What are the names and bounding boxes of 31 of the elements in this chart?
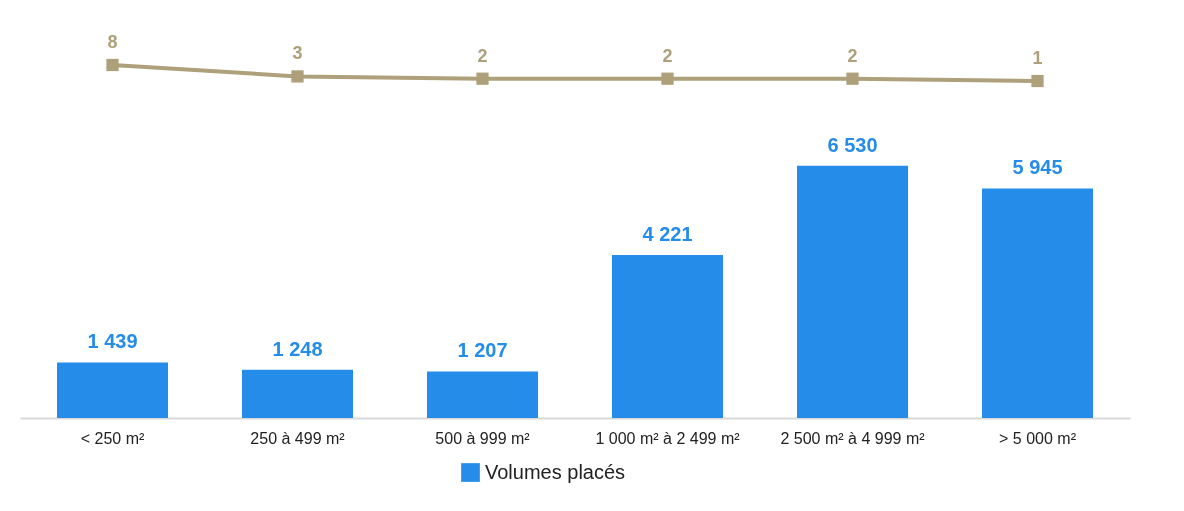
bar [797, 165, 908, 418]
bar [242, 369, 353, 418]
x-tick-label: > 5 000 m² [999, 429, 1077, 447]
bar [427, 371, 538, 418]
bar [982, 188, 1093, 418]
point [1031, 74, 1044, 88]
data-label: 2 [477, 45, 488, 66]
bar [57, 362, 168, 418]
data-label: 2 [662, 45, 673, 66]
point [846, 72, 859, 85]
point [291, 70, 304, 83]
data-label: 5 945 [1012, 156, 1063, 179]
data-label: 6 530 [827, 133, 878, 156]
data-label: 4 221 [642, 222, 693, 245]
point [661, 72, 674, 85]
point [106, 58, 119, 72]
x-tick-label: < 250 m² [80, 429, 145, 447]
x-tick-label: 1 000 m² à 2 499 m² [595, 429, 741, 447]
x-tick-label: 500 à 999 m² [435, 429, 531, 447]
data-label: 1 207 [457, 339, 508, 362]
point [476, 72, 489, 85]
data-label: 2 [847, 45, 858, 66]
data-label: 1 439 [87, 330, 138, 353]
data-label: 1 248 [272, 337, 323, 360]
data-label: 1 [1032, 48, 1043, 68]
legend-label: Volumes placés [485, 460, 626, 483]
bar [612, 254, 723, 418]
x-tick-label: 250 à 499 m² [250, 429, 346, 447]
x-tick-label: 2 500 m² à 4 999 m² [780, 429, 926, 447]
data-label: 8 [107, 32, 118, 52]
data-label: 3 [292, 43, 303, 64]
